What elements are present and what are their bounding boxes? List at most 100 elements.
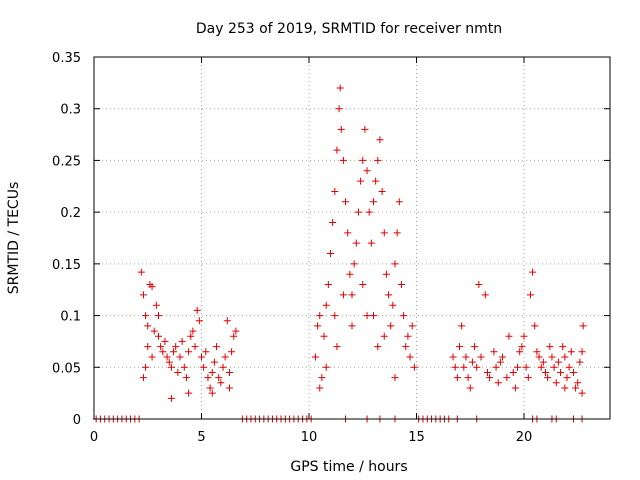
data-point [200, 363, 208, 371]
data-point [503, 374, 511, 382]
data-point [228, 348, 236, 356]
data-point [137, 268, 145, 276]
x-tick-label: 10 [301, 430, 318, 445]
data-point [574, 379, 582, 387]
data-point [167, 394, 175, 402]
data-point [144, 322, 152, 330]
chart-title: Day 253 of 2019, SRMTID for receiver nmt… [196, 21, 502, 37]
data-point [187, 332, 195, 340]
data-point [142, 363, 150, 371]
data-point [410, 363, 418, 371]
x-tick-label: 15 [408, 430, 425, 445]
data-point [572, 384, 580, 392]
data-point [225, 368, 233, 376]
data-point [342, 198, 350, 206]
data-point [380, 229, 388, 237]
x-axis-label: GPS time / hours [290, 459, 407, 475]
data-point [520, 332, 528, 340]
data-point [370, 198, 377, 206]
data-point [322, 363, 330, 371]
data-point [372, 177, 380, 185]
data-point [150, 327, 158, 335]
data-point [365, 208, 373, 216]
data-point [494, 379, 502, 387]
data-point [217, 379, 225, 387]
y-axis: 0 0.05 0.1 0.15 0.2 0.25 0.3 0.35 [52, 51, 610, 428]
data-point [370, 312, 377, 320]
data-point [204, 374, 212, 382]
data-point [336, 84, 344, 92]
data-point [316, 312, 324, 320]
data-point [142, 312, 150, 320]
gridlines [94, 57, 610, 419]
data-point [324, 281, 332, 289]
data-point [578, 348, 586, 356]
data-point [567, 348, 575, 356]
y-tick-label: 0.1 [60, 310, 81, 325]
data-point [139, 374, 147, 382]
data-point [563, 374, 571, 382]
data-point [180, 363, 188, 371]
data-point [178, 337, 186, 345]
y-tick-label: 0.3 [60, 103, 81, 118]
data-point [314, 322, 322, 330]
data-point [333, 343, 341, 351]
data-point [376, 136, 384, 144]
data-point [172, 343, 180, 351]
data-point [387, 322, 395, 330]
data-point [391, 260, 399, 268]
data-point [208, 368, 216, 376]
data-point [408, 322, 416, 330]
data-point [462, 353, 470, 361]
data-point [165, 358, 173, 366]
data-point [554, 358, 562, 366]
data-point [552, 379, 560, 387]
data-markers [92, 84, 587, 423]
data-point [380, 332, 388, 340]
data-point [354, 208, 362, 216]
data-point [333, 146, 341, 154]
data-point [327, 250, 334, 258]
data-point [550, 363, 558, 371]
y-tick-label: 0.25 [52, 154, 81, 169]
data-point [346, 270, 354, 278]
data-point [157, 343, 165, 351]
data-point [576, 358, 584, 366]
data-point [535, 353, 543, 361]
data-point [311, 353, 319, 361]
data-point [458, 322, 466, 330]
data-point [357, 177, 365, 185]
data-point [397, 281, 405, 289]
data-point [471, 343, 479, 351]
data-point [167, 363, 175, 371]
data-point [339, 291, 347, 299]
data-point [537, 363, 545, 371]
data-point [481, 291, 489, 299]
data-point [477, 353, 485, 361]
data-point [449, 353, 457, 361]
data-point [453, 374, 461, 382]
data-point [185, 389, 193, 397]
x-axis: 0 5 10 15 20 [90, 57, 532, 445]
data-point [526, 291, 534, 299]
data-point [565, 363, 573, 371]
data-point [561, 384, 569, 392]
data-point [389, 301, 397, 309]
data-point [382, 270, 390, 278]
data-point [561, 353, 569, 361]
data-point [193, 306, 201, 314]
data-point [466, 384, 474, 392]
data-point [486, 374, 494, 382]
data-point [473, 363, 481, 371]
data-point [331, 187, 339, 195]
data-point [475, 281, 483, 289]
data-point [361, 125, 369, 133]
data-point [378, 187, 386, 195]
data-point [569, 368, 577, 376]
data-point [559, 343, 567, 351]
data-point [320, 332, 328, 340]
data-point [318, 374, 326, 382]
data-point [393, 229, 401, 237]
data-point [195, 317, 203, 325]
data-point [546, 343, 554, 351]
